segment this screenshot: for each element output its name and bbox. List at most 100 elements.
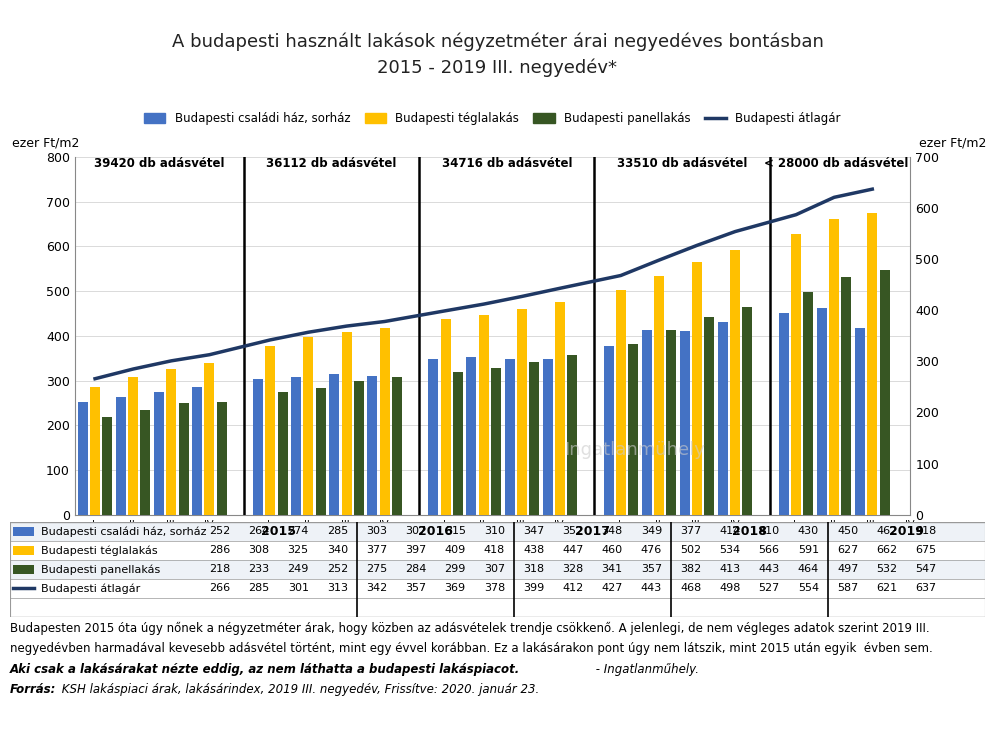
Text: 34716 db adásvétel: 34716 db adásvétel xyxy=(441,158,572,170)
Bar xyxy=(265,346,275,515)
Text: 413: 413 xyxy=(719,564,740,575)
Text: 662: 662 xyxy=(876,545,897,556)
Bar xyxy=(178,403,189,515)
Text: 464: 464 xyxy=(797,564,818,575)
Bar xyxy=(854,328,864,515)
Bar xyxy=(10,522,984,541)
Bar xyxy=(641,329,651,515)
Bar xyxy=(252,379,262,515)
Text: 443: 443 xyxy=(640,583,661,593)
Bar xyxy=(380,328,390,515)
Text: 2016: 2016 xyxy=(417,525,452,538)
Bar xyxy=(10,579,984,598)
Text: 307: 307 xyxy=(405,526,426,537)
Text: 587: 587 xyxy=(836,583,858,593)
Bar xyxy=(452,372,462,515)
Bar xyxy=(704,317,714,515)
Bar xyxy=(154,392,164,515)
Text: 315: 315 xyxy=(444,526,465,537)
Text: 2015: 2015 xyxy=(132,581,172,596)
Bar xyxy=(166,369,176,515)
Bar xyxy=(78,402,87,515)
Text: 637: 637 xyxy=(914,583,935,593)
Text: Aki csak a lakásárakat nézte eddig, az nem láthatta a budapesti lakáspiacot.: Aki csak a lakásárakat nézte eddig, az n… xyxy=(10,663,520,676)
Bar xyxy=(102,417,112,515)
Bar xyxy=(816,308,826,515)
Bar xyxy=(841,277,851,515)
Text: 378: 378 xyxy=(483,583,505,593)
Bar xyxy=(542,358,552,515)
Bar xyxy=(13,527,34,536)
Text: 418: 418 xyxy=(483,545,505,556)
Text: 399: 399 xyxy=(523,583,544,593)
Text: 450: 450 xyxy=(836,526,858,537)
Text: Budapesten 2015 óta úgy nőnek a négyzetméter árak, hogy közben az adásvételek tr: Budapesten 2015 óta úgy nőnek a négyzetm… xyxy=(10,622,928,635)
Text: 286: 286 xyxy=(209,545,231,556)
Text: 301: 301 xyxy=(287,583,308,593)
Bar xyxy=(778,313,788,515)
Text: A budapesti használt lakások négyzetméter árai negyedéves bontásban: A budapesti használt lakások négyzetméte… xyxy=(171,33,823,51)
Text: negyedévben harmadával kevesebb adásvétel történt, mint egy évvel korábban. Ez a: negyedévben harmadával kevesebb adásvéte… xyxy=(10,642,931,656)
Text: 252: 252 xyxy=(209,526,231,537)
Text: 313: 313 xyxy=(327,583,348,593)
Bar xyxy=(217,402,227,515)
Text: 274: 274 xyxy=(287,526,308,537)
Bar xyxy=(790,234,800,515)
Bar xyxy=(341,331,351,515)
Text: 627: 627 xyxy=(836,545,858,556)
Text: 397: 397 xyxy=(405,545,426,556)
Bar xyxy=(291,377,301,515)
Text: 547: 547 xyxy=(914,564,936,575)
Text: 33510 db adásvétel: 33510 db adásvétel xyxy=(616,158,746,170)
Bar xyxy=(13,565,34,574)
Bar xyxy=(490,368,500,515)
Text: 266: 266 xyxy=(209,583,230,593)
Text: 275: 275 xyxy=(366,564,387,575)
Bar xyxy=(367,376,377,515)
Text: Forrás:: Forrás: xyxy=(10,683,57,696)
Text: 347: 347 xyxy=(523,526,544,537)
Text: 476: 476 xyxy=(640,545,661,556)
Text: 382: 382 xyxy=(679,564,701,575)
Bar xyxy=(615,291,625,515)
Text: 414: 414 xyxy=(719,526,740,537)
Text: 468: 468 xyxy=(679,583,701,593)
Bar xyxy=(567,355,577,515)
Text: 349: 349 xyxy=(640,526,661,537)
Text: 342: 342 xyxy=(366,583,387,593)
Text: 369: 369 xyxy=(444,583,465,593)
Bar xyxy=(90,387,100,515)
Legend: Budapesti családi ház, sorház, Budapesti téglalakás, Budapesti panellakás, Budap: Budapesti családi ház, sorház, Budapesti… xyxy=(139,107,845,130)
Text: 341: 341 xyxy=(601,564,622,575)
Bar xyxy=(10,560,984,579)
Text: Budapesti panellakás: Budapesti panellakás xyxy=(41,564,160,575)
Bar xyxy=(13,546,34,555)
Text: 39420 db adásvétel: 39420 db adásvétel xyxy=(94,158,225,170)
Bar xyxy=(116,396,126,515)
Text: 377: 377 xyxy=(366,545,387,556)
Text: 430: 430 xyxy=(797,526,818,537)
Text: 249: 249 xyxy=(287,564,308,575)
Text: 352: 352 xyxy=(562,526,582,537)
Text: - Ingatlanműhely.: - Ingatlanműhely. xyxy=(591,663,699,676)
Text: 527: 527 xyxy=(757,583,779,593)
Text: 410: 410 xyxy=(757,526,779,537)
Text: 377: 377 xyxy=(679,526,701,537)
Text: 340: 340 xyxy=(327,545,348,556)
Bar xyxy=(504,359,514,515)
Bar xyxy=(653,276,663,515)
Text: 303: 303 xyxy=(366,526,387,537)
Bar xyxy=(516,309,526,515)
Bar xyxy=(440,319,450,515)
Text: 299: 299 xyxy=(444,564,465,575)
Bar xyxy=(128,377,138,515)
Text: 2016: 2016 xyxy=(308,581,347,596)
Text: Budapesti téglalakás: Budapesti téglalakás xyxy=(41,545,158,556)
Text: < 28000 db adásvétel: < 28000 db adásvétel xyxy=(762,158,907,170)
Bar xyxy=(277,392,287,515)
Text: Budapesti családi ház, sorház: Budapesti családi ház, sorház xyxy=(41,526,207,537)
Text: 2018: 2018 xyxy=(732,525,766,538)
Text: 462: 462 xyxy=(876,526,897,537)
Text: 218: 218 xyxy=(209,564,231,575)
Text: 328: 328 xyxy=(562,564,583,575)
